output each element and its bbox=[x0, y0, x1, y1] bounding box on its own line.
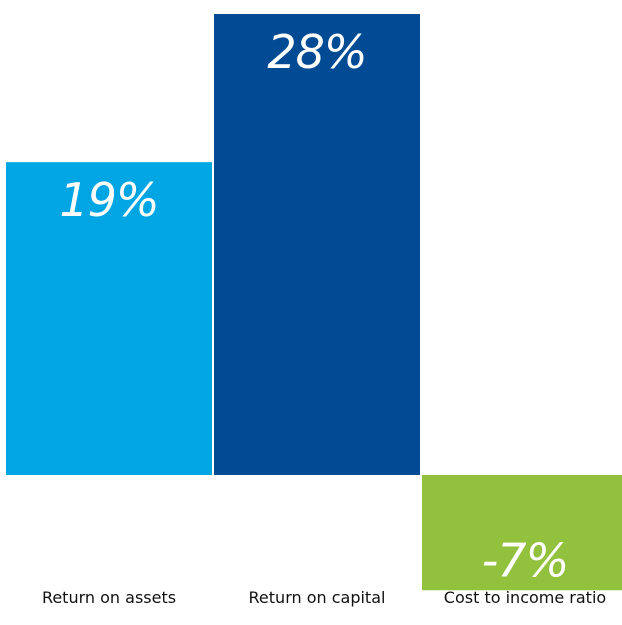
category-label-return-on-capital: Return on capital bbox=[249, 588, 386, 607]
bars-layer bbox=[6, 14, 622, 591]
bar-return-on-capital bbox=[214, 14, 420, 475]
data-label-return-on-assets: 19% bbox=[59, 173, 158, 227]
data-label-return-on-capital: 28% bbox=[267, 25, 366, 79]
category-labels-layer: Return on assets Return on capital Cost to… bbox=[42, 588, 606, 607]
bar-cost-to-income-ratio bbox=[422, 475, 622, 591]
data-label-cost-to-income-ratio: -7% bbox=[482, 533, 569, 587]
value-labels-layer: 19% 28% -7% bbox=[59, 25, 569, 587]
bar-return-on-assets bbox=[6, 162, 212, 475]
category-label-return-on-assets: Return on assets bbox=[42, 588, 176, 607]
category-label-cost-to-income-ratio: Cost to income ratio bbox=[444, 588, 606, 607]
